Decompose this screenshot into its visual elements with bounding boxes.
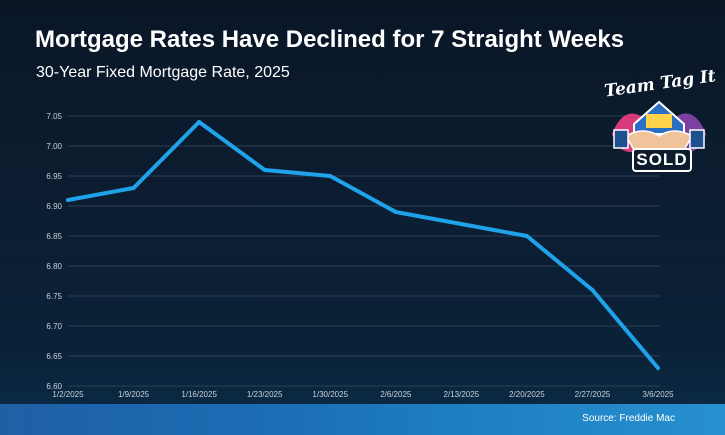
data-point	[66, 198, 70, 202]
x-tick-label: 1/30/2025	[312, 390, 348, 399]
logo-emblem	[612, 100, 706, 153]
x-tick-label: 2/6/2025	[380, 390, 412, 399]
data-point	[262, 168, 267, 172]
footer-bar: Source: Freddie Mac	[0, 404, 725, 435]
y-tick-label: 6.60	[46, 382, 62, 391]
source-note: Source: Freddie Mac	[582, 413, 675, 424]
y-tick-label: 6.65	[46, 352, 62, 361]
data-point	[524, 234, 529, 238]
x-tick-label: 1/9/2025	[118, 390, 150, 399]
y-tick-label: 6.80	[46, 262, 62, 271]
data-point	[328, 174, 333, 178]
data-point	[393, 210, 398, 214]
x-tick-label: 2/13/2025	[444, 390, 480, 399]
chart-title: Mortgage Rates Have Declined for 7 Strai…	[35, 26, 625, 53]
x-tick-label: 1/16/2025	[181, 390, 217, 399]
y-tick-label: 6.95	[46, 172, 62, 181]
data-point	[590, 288, 595, 292]
line-chart: 6.60 6.65 6.70 6.75 6.80 6.85 6.90 6.95 7.00 7.05…	[46, 112, 674, 399]
x-tick-label: 1/2/2025	[52, 390, 84, 399]
x-tick-label: 1/23/2025	[247, 390, 283, 399]
y-tick-label: 6.90	[46, 202, 62, 211]
logo-sold-text: SOLD	[632, 148, 692, 172]
data-point	[656, 366, 660, 370]
data-point	[459, 222, 464, 226]
y-tick-label: 6.75	[46, 292, 62, 301]
team-tag-it-logo: Team Tag It SOLD	[603, 66, 717, 184]
y-tick-label: 6.70	[46, 322, 62, 331]
series-line-0	[66, 120, 660, 370]
x-tick-label: 2/27/2025	[575, 390, 611, 399]
y-tick-label: 6.85	[46, 232, 62, 241]
data-point	[197, 120, 202, 124]
x-tick-label: 2/20/2025	[509, 390, 545, 399]
chart-subtitle: 30-Year Fixed Mortgage Rate, 2025	[36, 64, 290, 81]
y-tick-label: 7.00	[46, 142, 62, 151]
y-tick-label: 7.05	[46, 112, 62, 121]
data-point	[131, 186, 136, 190]
x-tick-label: 3/6/2025	[642, 390, 674, 399]
